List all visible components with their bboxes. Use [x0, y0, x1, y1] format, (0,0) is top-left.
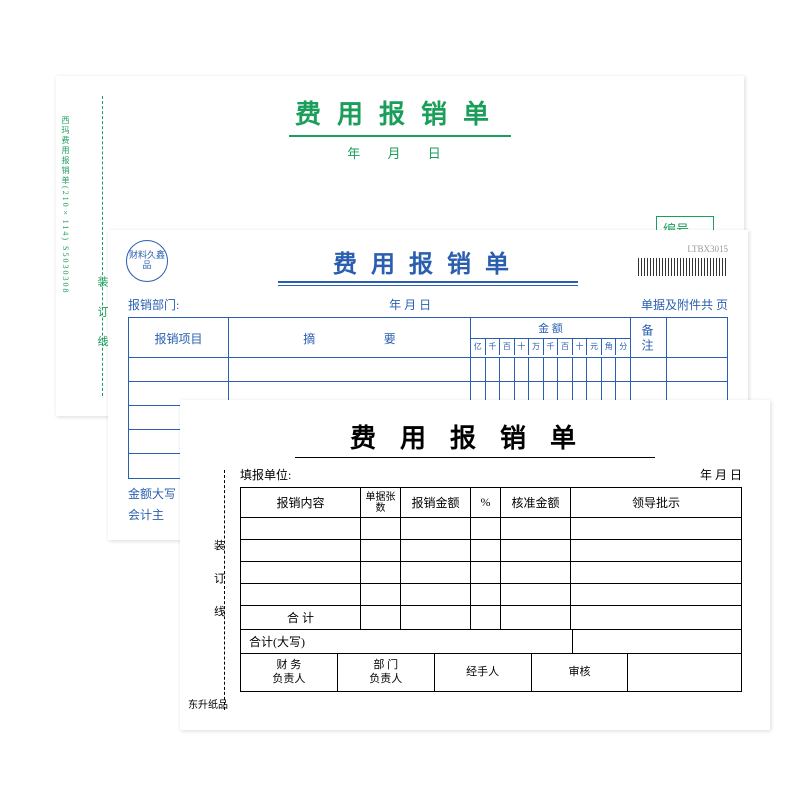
form3-table: 报销内容 单据张数 报销金额 % 核准金额 领导批示 合 计 合计(大写): [240, 487, 742, 654]
sig-finance[interactable]: 财 务负责人: [241, 654, 338, 691]
footer-kuaiji: 会计主: [128, 506, 164, 523]
sig-dept[interactable]: 部 门负责人: [338, 654, 435, 691]
header-content: 报销内容: [241, 488, 361, 517]
product-code-vertical: 西玛费用报销单(210×114) S5030308: [60, 116, 71, 294]
header-receipts: 单据张数: [361, 488, 401, 517]
form3-meta: 填报单位: 年 月 日: [240, 466, 742, 483]
row-total-caps: 合计(大写): [241, 630, 573, 653]
header-approved: 核准金额: [501, 488, 571, 517]
header-amount-group: 金 额 亿千百十万千百十元角分: [471, 318, 631, 357]
form-title: 费用报销单: [289, 94, 511, 137]
meta-unit: 填报单位:: [240, 466, 291, 483]
header-leader: 领导批示: [571, 488, 741, 517]
expense-form-black: 装 订 线 东升纸品 费用报销单 填报单位: 年 月 日 报销内容 单据张数 报…: [180, 400, 770, 730]
date-line: 年 月 日: [56, 143, 744, 162]
sig-audit[interactable]: 审核: [532, 654, 629, 691]
binding-text: 装 订 线: [214, 530, 225, 629]
brand-label: 东升纸品: [188, 699, 228, 712]
form-title: 费用报销单: [108, 244, 748, 279]
sig-handler[interactable]: 经手人: [435, 654, 532, 691]
form-title: 费用报销单: [180, 418, 770, 455]
row-total: 合 计: [241, 606, 361, 629]
header-project: 报销项目: [129, 318, 229, 357]
meta-date: 年 月 日: [700, 466, 742, 483]
blank-col[interactable]: [667, 318, 727, 357]
meta-dept: 报销部门:: [128, 296, 179, 313]
header-amount: 报销金额: [401, 488, 471, 517]
header-percent: %: [471, 488, 501, 517]
header-summary: 摘要: [229, 318, 471, 357]
form2-meta: 报销部门: 年 月 日 单据及附件共 页: [128, 296, 728, 313]
meta-date: 年 月 日: [389, 296, 431, 313]
signatures-row: 财 务负责人 部 门负责人 经手人 审核: [240, 654, 742, 692]
footer-daxie: 金额大写: [128, 485, 176, 502]
header-remark: 备 注: [631, 318, 667, 357]
sig-blank[interactable]: [628, 654, 741, 691]
meta-attach: 单据及附件共 页: [641, 296, 728, 313]
